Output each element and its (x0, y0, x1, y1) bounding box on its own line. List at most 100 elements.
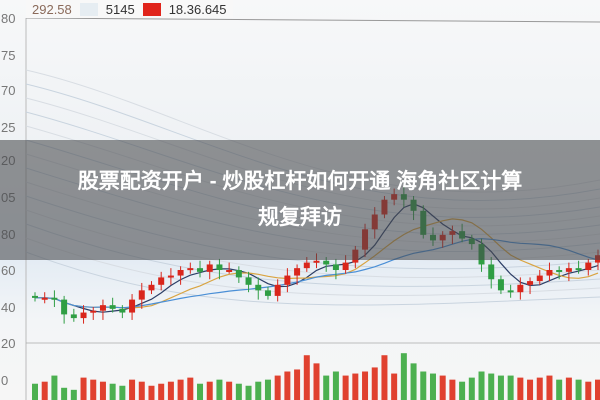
candle-body (197, 268, 204, 272)
volume-bar (497, 375, 504, 400)
volume-bar (488, 373, 495, 400)
volume-bar (119, 385, 126, 400)
candle-body (497, 279, 504, 291)
y-tick-label: 70 (1, 83, 15, 98)
candle-body (575, 268, 582, 271)
volume-bar (449, 379, 456, 400)
candle-body (216, 264, 223, 270)
volume-bar (284, 371, 291, 400)
candle-body (294, 268, 301, 276)
volume-bar (517, 377, 524, 400)
volume-bar (109, 383, 116, 400)
candle-body (90, 310, 97, 313)
volume-bar (585, 381, 592, 400)
volume-bar (177, 379, 184, 400)
volume-bar (478, 371, 485, 400)
candle-body (148, 284, 155, 291)
volume-bar (245, 385, 252, 400)
candle-body (226, 270, 233, 272)
volume-bar (342, 375, 349, 400)
candle-body (61, 299, 68, 315)
volume-bar (323, 375, 330, 400)
volume-bar (158, 383, 165, 400)
volume-bar (536, 377, 543, 400)
volume-bar (255, 381, 262, 400)
candle-body (80, 312, 87, 319)
volume-bar (61, 387, 68, 400)
title-line-2: 规复拜访 (258, 206, 342, 229)
y-tick-label: 20 (1, 336, 15, 351)
candle-body (129, 299, 136, 313)
top-border (25, 17, 600, 23)
volume-bar (51, 375, 58, 400)
y-tick-label: 80 (1, 11, 15, 26)
candle-body (187, 268, 194, 271)
legend-value-3: 18.36.645 (168, 1, 227, 17)
candle-body (255, 284, 262, 291)
candle-body (342, 262, 349, 270)
volume-bar (556, 379, 563, 400)
volume-bar (148, 385, 155, 400)
volume-bar (90, 379, 97, 400)
candle-body (556, 270, 563, 272)
volume-bar (274, 375, 281, 400)
volume-bar (138, 381, 145, 400)
volume-bar (546, 375, 553, 400)
candle-body (517, 284, 524, 293)
volume-bar (507, 375, 514, 400)
candle-body (274, 284, 281, 296)
volume-bar (99, 381, 106, 400)
volume-bar (362, 371, 369, 400)
volume-bar (80, 377, 87, 400)
candle-body (323, 260, 330, 265)
volume-bar (391, 373, 398, 400)
volume-bar (468, 377, 475, 400)
volume-bar (187, 377, 194, 400)
volume-bar (129, 379, 136, 400)
volume-bar (400, 353, 407, 400)
volume-bar (70, 389, 77, 400)
background-curve (25, 251, 600, 306)
volume-bar (32, 383, 38, 400)
candle-body (70, 314, 77, 319)
volume-bar (410, 363, 417, 400)
candle-body (177, 270, 184, 276)
candle-body (167, 275, 174, 278)
legend-value-2: 5145 (105, 1, 135, 17)
volume-bar (41, 381, 48, 400)
volume-bar (595, 379, 600, 400)
candle-body (235, 270, 242, 278)
candle-body (264, 290, 271, 296)
volume-bar (527, 379, 534, 400)
volume-bar (264, 379, 271, 400)
y-tick-label: 75 (1, 48, 15, 63)
candle-body (546, 270, 553, 276)
volume-bar (197, 383, 204, 400)
candle-body (284, 275, 291, 285)
volume-bar (381, 355, 388, 400)
volume-bar (167, 381, 174, 400)
candle-body (206, 264, 213, 272)
candle-body (303, 262, 310, 269)
volume-bar (235, 383, 242, 400)
candle-body (488, 264, 495, 280)
candle-body (245, 277, 252, 285)
volume-bar (313, 363, 320, 400)
candle-body (109, 305, 116, 309)
candle-body (51, 297, 58, 300)
volume-bar (429, 373, 436, 400)
volume-bar (206, 381, 213, 400)
candle-body (313, 260, 320, 263)
volume-bar (420, 371, 427, 400)
candle-body (507, 290, 514, 293)
candle-body (527, 281, 534, 285)
volume-bar (575, 379, 582, 400)
volume-bar (216, 379, 223, 400)
candle-body (119, 308, 126, 313)
volume-bar (439, 375, 446, 400)
volume-bar (352, 373, 359, 400)
candle-body (565, 268, 572, 272)
title-line-1: 股票配资开户 - 炒股杠杆如何开通 海角社区计算 (77, 170, 523, 193)
volume-bar (226, 381, 233, 400)
y-tick-label: 0 (1, 373, 8, 388)
